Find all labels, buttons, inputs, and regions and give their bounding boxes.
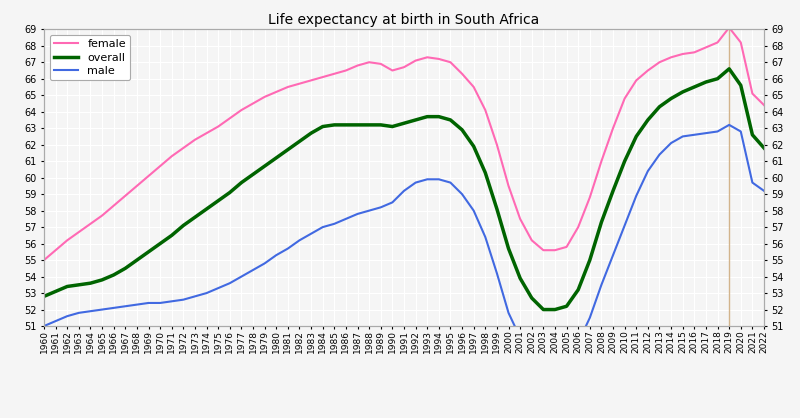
overall [538,307,548,312]
female [39,257,49,263]
overall [550,307,560,312]
overall [724,66,734,71]
female [237,107,246,112]
male [724,122,734,127]
Line: female: female [44,28,764,260]
male [260,261,270,266]
male [376,205,386,210]
male [39,324,49,329]
female [260,94,270,99]
female [376,61,386,66]
male [237,274,246,279]
Title: Life expectancy at birth in South Africa: Life expectancy at birth in South Africa [268,13,540,27]
male [538,357,548,362]
Legend: female, overall, male: female, overall, male [50,35,130,80]
male [550,357,560,362]
female [724,25,734,30]
overall [399,121,409,126]
Line: overall: overall [44,69,764,310]
overall [39,294,49,299]
overall [747,132,757,137]
female [538,248,548,253]
female [747,91,757,96]
Line: male: male [44,125,764,359]
overall [759,145,769,150]
male [759,189,769,194]
female [759,102,769,107]
male [747,180,757,185]
male [399,189,409,194]
overall [237,180,246,185]
overall [260,163,270,168]
overall [376,122,386,127]
female [399,65,409,70]
